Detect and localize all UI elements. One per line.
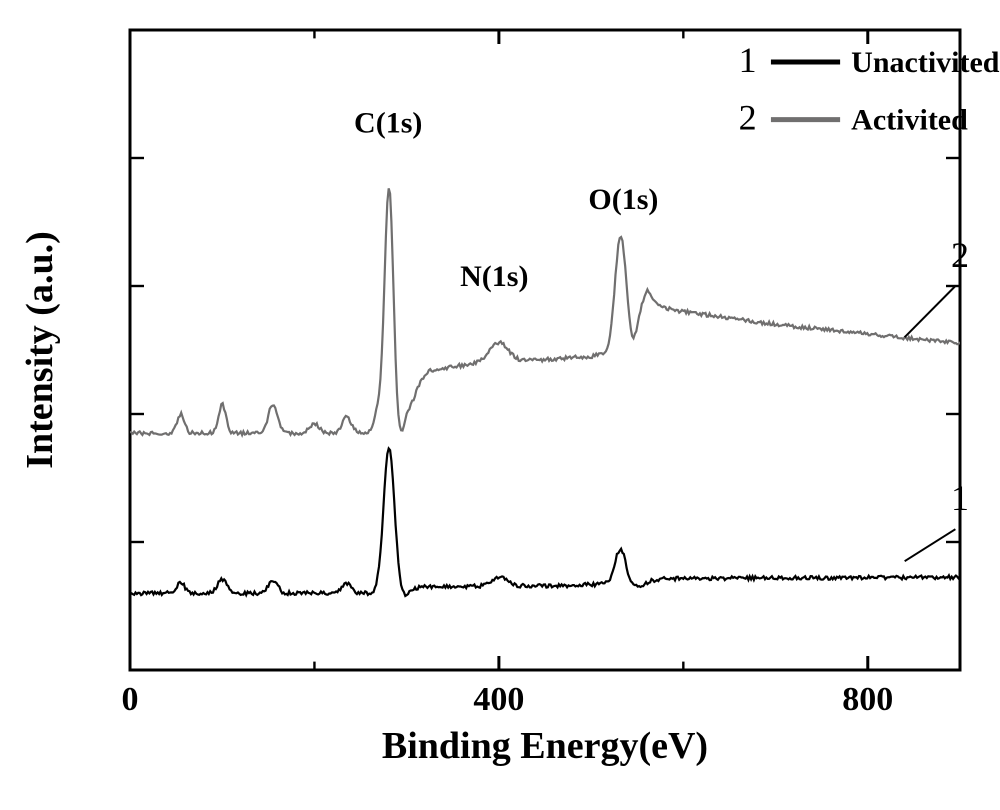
legend-number: 1 — [739, 40, 757, 80]
svg-text:800: 800 — [842, 681, 893, 718]
svg-text:0: 0 — [122, 681, 139, 718]
peak-label: C(1s) — [354, 106, 422, 139]
chart-svg: 0 400 800 Binding Energy(eV) Intensity (a.u.… — [0, 0, 1000, 810]
x-axis-label: Binding Energy(eV) — [382, 725, 708, 767]
peak-label: N(1s) — [460, 260, 528, 293]
legend-label: Activited — [851, 104, 968, 137]
y-axis-label: Intensity (a.u.) — [19, 231, 61, 469]
legend-label: Unactivited — [851, 46, 1000, 79]
legend-number: 2 — [739, 98, 757, 138]
series-callout-number: 1 — [951, 478, 969, 518]
xps-spectrum-chart: 0 400 800 Binding Energy(eV) Intensity (a.u.… — [0, 0, 1000, 810]
svg-text:400: 400 — [473, 681, 524, 718]
peak-label: O(1s) — [588, 183, 658, 216]
series-callout-number: 2 — [951, 235, 969, 275]
